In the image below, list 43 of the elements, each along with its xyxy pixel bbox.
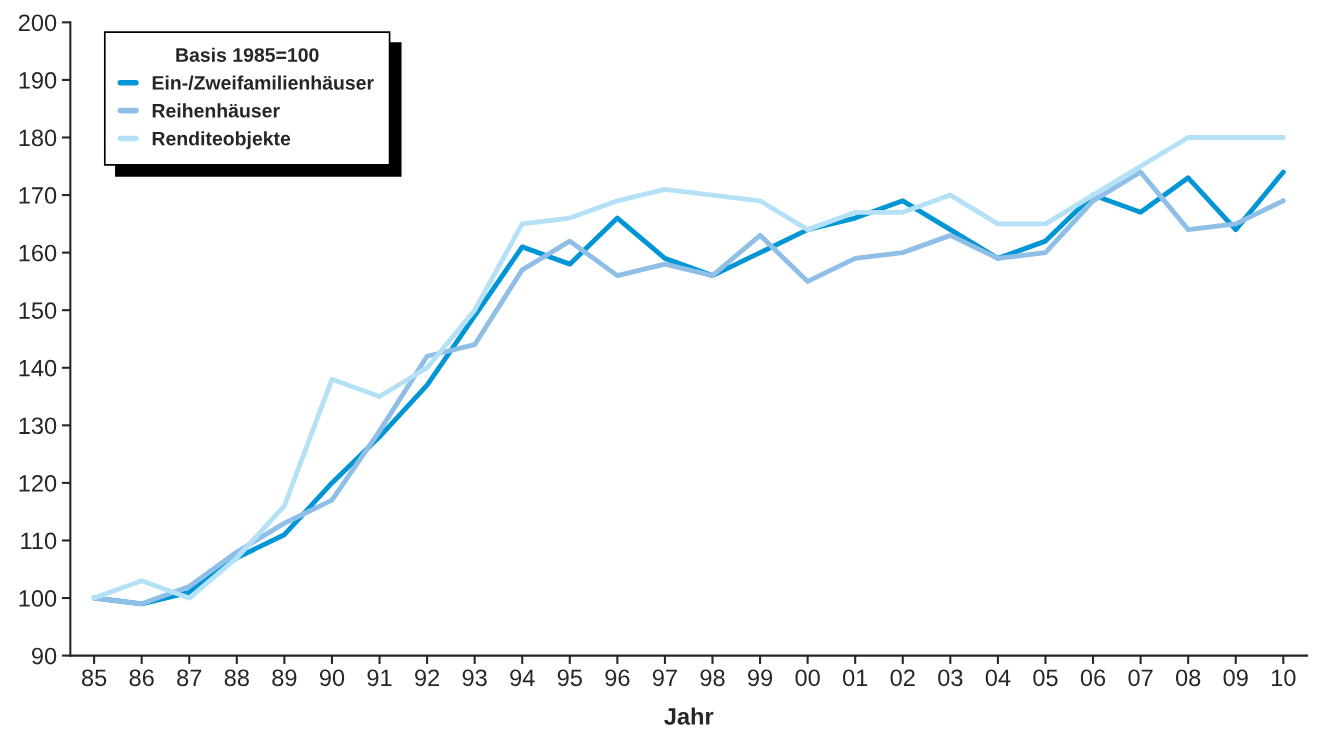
- y-tick-label: 150: [19, 302, 57, 319]
- x-tick-label: 85: [82, 669, 107, 687]
- y-tick-label: 160: [19, 244, 57, 262]
- legend-label: Ein-/Zweifamilienhäuser: [152, 75, 374, 90]
- x-tick-label: 07: [1128, 669, 1153, 687]
- x-tick-label: 93: [462, 669, 487, 687]
- x-tick-label: 10: [1271, 669, 1296, 687]
- x-tick-label: 88: [224, 669, 249, 687]
- x-tick-label: 06: [1080, 669, 1106, 687]
- legend-title: Basis 1985=100: [176, 47, 319, 62]
- y-tick-label: 180: [19, 129, 57, 147]
- x-axis-title: Jahr: [664, 707, 714, 725]
- x-tick-label: 92: [415, 669, 440, 687]
- x-tick-label: 90: [319, 669, 345, 687]
- x-tick-label: 04: [985, 669, 1011, 687]
- y-tick-label: 100: [19, 590, 57, 607]
- x-tick-label: 91: [367, 669, 392, 687]
- y-tick-label: 200: [18, 14, 57, 32]
- legend-label: Renditeobjekte: [152, 131, 291, 150]
- x-tick-label: 00: [795, 669, 820, 687]
- x-tick-label: 02: [890, 669, 915, 687]
- x-tick-label: 95: [557, 669, 582, 687]
- x-tick-label: 03: [938, 669, 963, 687]
- x-tick-label: 01: [842, 669, 868, 687]
- y-tick-label: 110: [21, 532, 57, 550]
- y-tick-label: 140: [19, 359, 57, 377]
- x-tick-label: 09: [1223, 669, 1248, 687]
- x-tick-label: 05: [1033, 669, 1058, 687]
- y-tick-label: 190: [19, 71, 57, 89]
- y-tick-label: 120: [19, 474, 57, 492]
- x-tick-label: 08: [1175, 669, 1201, 687]
- legend-label: Reihenhäuser: [152, 103, 280, 118]
- x-tick-label: 96: [605, 669, 630, 687]
- x-tick-label: 98: [700, 669, 725, 687]
- x-tick-label: 87: [177, 669, 202, 687]
- x-tick-label: 97: [652, 669, 677, 687]
- x-tick-label: 99: [748, 669, 773, 687]
- x-tick-label: 86: [129, 669, 154, 687]
- x-tick-label: 94: [510, 669, 535, 687]
- y-tick-label: 90: [31, 647, 57, 665]
- y-tick-label: 170: [19, 187, 57, 204]
- y-tick-label: 130: [19, 417, 57, 435]
- x-tick-label: 89: [272, 669, 297, 687]
